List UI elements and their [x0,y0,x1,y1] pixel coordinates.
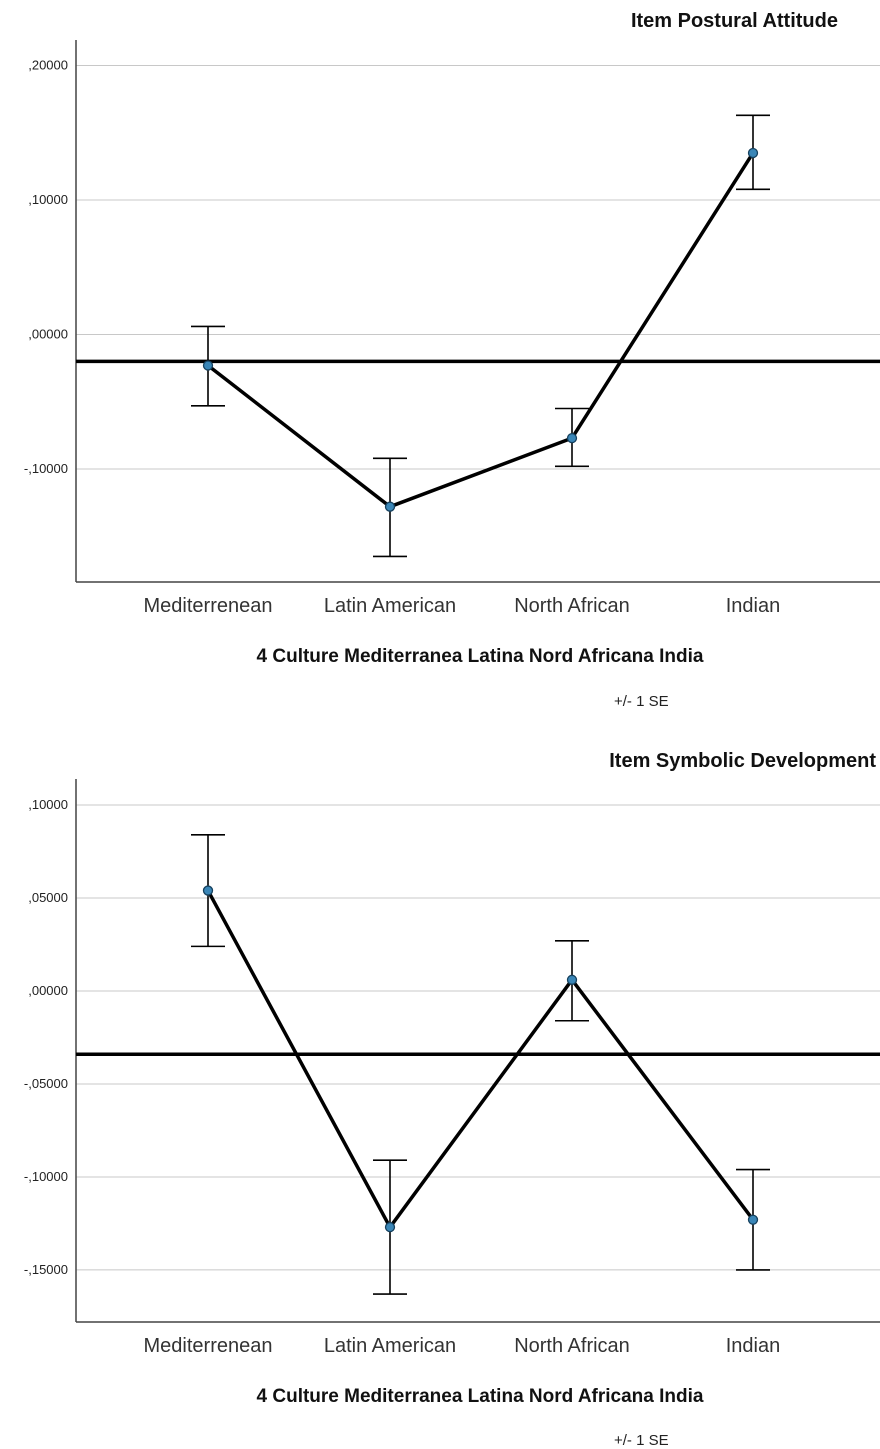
x-tick-label: Latin American [324,595,456,617]
y-tick-label: -,10000 [24,461,68,476]
data-point [384,1222,396,1233]
y-tick-label: ,05000 [28,890,68,905]
data-point [566,432,578,444]
x-tick-label: Latin American [324,1335,456,1357]
y-tick-label: ,00000 [28,983,68,998]
data-point [566,974,578,985]
x-tick-label: Mediterrenean [144,595,273,617]
x-axis-label: 4 Culture Mediterranea Latina Nord Afric… [257,1386,704,1407]
y-tick-label: ,10000 [28,192,68,207]
y-tick-label: -,10000 [24,1169,68,1184]
chart-title: Item Postural Attitude [631,10,838,32]
y-tick-label: -,05000 [24,1076,68,1091]
data-point [747,1214,759,1225]
y-tick-label: -,15000 [24,1262,68,1277]
y-tick-label: ,00000 [28,327,68,342]
y-tick-label: ,20000 [28,58,68,73]
y-tick-label: ,10000 [28,797,68,812]
series-line [206,152,755,509]
error-bar-footnote: +/- 1 SE [614,1432,669,1449]
x-tick-label: North African [514,595,630,617]
data-point [202,360,214,371]
data-point [747,147,759,159]
error-bar-footnote: +/- 1 SE [614,693,669,710]
x-tick-label: Indian [726,595,781,617]
chart-title: Item Symbolic Development [609,750,876,772]
x-tick-label: North African [514,1335,630,1357]
data-point [202,885,214,896]
x-axis-label: 4 Culture Mediterranea Latina Nord Afric… [257,646,704,667]
series-line [206,889,755,1229]
data-point [384,501,396,512]
x-tick-label: Mediterrenean [144,1335,273,1357]
x-tick-label: Indian [726,1335,781,1357]
